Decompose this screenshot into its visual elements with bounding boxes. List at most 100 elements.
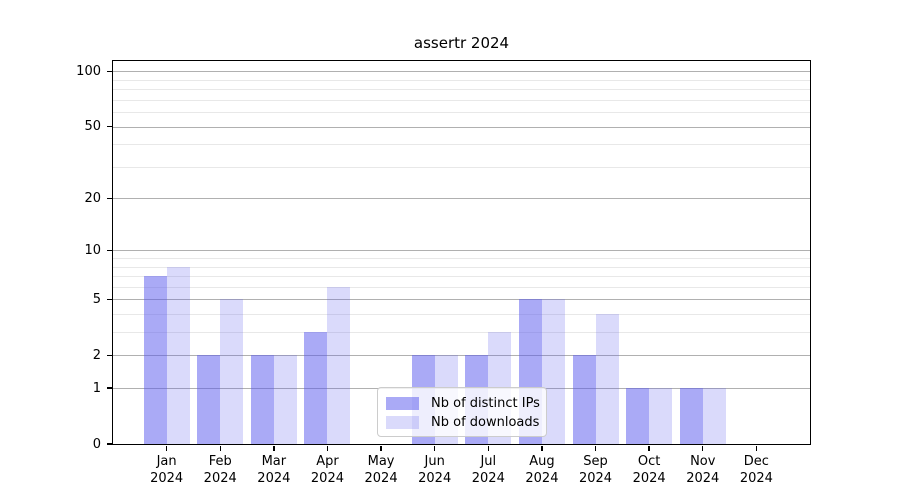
x-tick-mark [487,445,489,451]
bar-distinct-ips [626,388,650,444]
x-tick-mark [433,445,436,451]
x-tick-month: Aug [529,454,555,469]
gridline-minor [113,258,810,260]
x-tick-month: Feb [208,454,232,469]
x-tick-mark [594,445,597,451]
x-tick-month: Jul [480,454,497,469]
x-tick-year: 2024 [578,471,613,486]
x-tick-mark [755,445,758,451]
legend-row-downloads: Nb of downloads [386,413,539,432]
gridline-minor [113,89,810,91]
x-tick-year: 2024 [310,471,344,486]
x-tick-year: 2024 [525,471,559,486]
x-tick-year: 2024 [203,471,237,486]
x-tick-label: Jul 2024 [458,453,518,487]
y-tick-label: 20 [84,190,101,206]
x-tick-year: 2024 [418,471,452,486]
y-tick-mark [106,354,112,356]
x-tick-mark [219,445,221,451]
x-tick-month: May [367,454,395,469]
x-tick-year: 2024 [739,471,773,486]
gridline-minor [113,112,810,114]
gridline-minor [113,99,810,101]
x-tick-month: Sep [583,454,608,469]
gridline-major [113,198,810,200]
x-tick-label: Apr 2024 [297,453,357,487]
x-tick-year: 2024 [632,471,666,486]
bar-downloads [702,388,726,444]
bar-distinct-ips [197,355,221,444]
x-tick-mark [273,445,275,451]
gridline-major [113,355,810,357]
bar-distinct-ips [143,276,167,444]
gridline-major [113,71,810,73]
x-tick-year: 2024 [150,471,184,486]
legend-row-distinct-ips: Nb of distinct IPs [386,394,540,413]
y-tick-mark [106,249,112,252]
x-tick-mark [326,445,329,451]
gridline-minor [113,286,810,288]
gridline-major [113,250,810,252]
bar-distinct-ips [679,388,703,444]
x-tick-label: Jan 2024 [137,453,197,487]
legend-label-distinct-ips: Nb of distinct IPs [431,396,540,411]
y-tick-label: 1 [92,380,101,396]
x-tick-label: Aug 2024 [512,453,572,487]
plot-area [113,61,810,444]
x-tick-label: Oct 2024 [619,453,679,487]
x-tick-year: 2024 [686,471,720,486]
x-tick-month: Oct [637,454,661,469]
bar-distinct-ips [572,355,596,444]
y-tick-label: 50 [84,119,101,135]
bar-downloads [220,299,244,444]
gridline-major [113,126,810,128]
gridline-major [113,299,810,301]
gridline-minor [113,314,810,316]
bar-downloads [595,314,619,444]
y-tick-mark [106,298,112,301]
x-tick-label: Jun 2024 [405,453,465,487]
legend-swatch-distinct-ips [386,397,419,410]
x-tick-label: Mar 2024 [244,453,304,487]
x-tick-month: Dec [743,454,769,469]
x-tick-month: Apr [316,454,339,469]
x-tick-mark [165,445,168,451]
x-tick-mark [648,445,650,451]
x-tick-year: 2024 [471,471,505,486]
y-tick-mark [106,387,112,389]
bar-distinct-ips [250,355,274,444]
y-tick-label: 5 [92,291,101,307]
x-tick-month: Mar [261,454,287,469]
x-tick-label: Feb 2024 [190,453,250,487]
legend: Nb of distinct IPs Nb of downloads [377,387,547,437]
x-tick-label: Nov 2024 [673,453,733,487]
x-tick-year: 2024 [257,471,291,486]
y-tick-label: 2 [92,347,101,363]
chart-title: assertr 2024 [413,34,510,52]
x-tick-label: May 2024 [351,453,411,487]
y-tick-mark [106,443,112,445]
y-tick-mark [106,70,112,73]
gridline-minor [113,332,810,334]
x-tick-month: Jun [424,454,445,469]
gridline-minor [113,266,810,268]
x-tick-month: Nov [690,454,716,469]
bar-downloads [541,299,565,444]
x-tick-mark [702,445,704,451]
y-tick-mark [106,197,112,199]
x-tick-month: Jan [156,454,177,469]
x-tick-label: Dec 2024 [726,453,786,487]
legend-swatch-downloads [386,416,419,429]
x-tick-year: 2024 [364,471,398,486]
gridline-minor [113,276,810,278]
gridline-minor [113,166,810,168]
y-tick-label: 10 [84,242,101,258]
bar-downloads [649,388,673,444]
bar-downloads [166,266,190,444]
gridline-minor [113,144,810,146]
x-tick-mark [380,445,382,451]
bar-downloads [327,286,351,444]
y-tick-label: 0 [92,436,101,452]
gridline-minor [113,79,810,81]
